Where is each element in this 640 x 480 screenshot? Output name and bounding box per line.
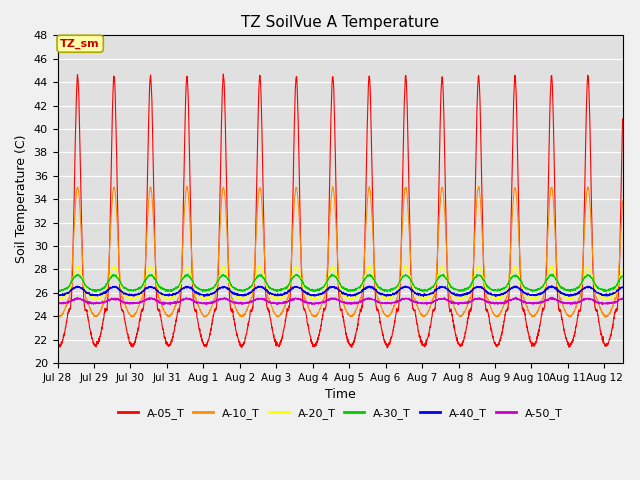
A-05_T	[54, 340, 61, 346]
Line: A-30_T: A-30_T	[58, 274, 623, 292]
A-40_T	[270, 291, 278, 297]
A-05_T	[383, 345, 391, 351]
A-40_T	[547, 283, 555, 289]
A-20_T	[619, 265, 627, 271]
A-50_T	[295, 296, 303, 302]
A-20_T	[74, 263, 81, 269]
A-10_T	[54, 313, 61, 319]
A-10_T	[619, 198, 627, 204]
A-20_T	[152, 278, 160, 284]
A-10_T	[183, 183, 191, 189]
A-50_T	[619, 296, 627, 301]
A-30_T	[328, 271, 336, 277]
A-30_T	[619, 274, 627, 279]
A-05_T	[547, 76, 555, 82]
A-10_T	[271, 310, 278, 315]
A-50_T	[608, 300, 616, 306]
A-50_T	[513, 294, 520, 300]
A-30_T	[118, 282, 126, 288]
A-40_T	[54, 292, 61, 298]
A-50_T	[273, 302, 281, 308]
A-20_T	[608, 293, 616, 299]
A-10_T	[152, 258, 159, 264]
A-05_T	[220, 71, 227, 77]
A-10_T	[547, 186, 555, 192]
A-20_T	[54, 296, 61, 302]
A-10_T	[295, 210, 303, 216]
A-50_T	[152, 297, 159, 303]
A-20_T	[90, 297, 98, 302]
Y-axis label: Soil Temperature (C): Soil Temperature (C)	[15, 135, 28, 264]
Text: TZ_sm: TZ_sm	[60, 38, 100, 49]
A-05_T	[295, 152, 303, 158]
Title: TZ SoilVue A Temperature: TZ SoilVue A Temperature	[241, 15, 439, 30]
A-50_T	[547, 295, 555, 300]
A-50_T	[118, 298, 126, 304]
A-10_T	[608, 306, 616, 312]
A-20_T	[118, 288, 126, 294]
A-30_T	[608, 286, 616, 291]
A-40_T	[152, 286, 159, 292]
A-30_T	[295, 274, 303, 279]
A-30_T	[271, 288, 278, 293]
Line: A-20_T: A-20_T	[58, 266, 623, 300]
Line: A-40_T: A-40_T	[58, 286, 623, 297]
A-30_T	[199, 289, 207, 295]
A-40_T	[547, 284, 555, 289]
A-40_T	[295, 285, 303, 290]
A-40_T	[619, 285, 627, 290]
A-30_T	[54, 287, 61, 293]
Line: A-50_T: A-50_T	[58, 297, 623, 305]
A-40_T	[118, 289, 126, 295]
Line: A-05_T: A-05_T	[58, 74, 623, 348]
A-40_T	[420, 294, 428, 300]
A-10_T	[118, 294, 126, 300]
A-30_T	[547, 272, 555, 278]
A-30_T	[152, 276, 159, 282]
X-axis label: Time: Time	[324, 388, 355, 401]
A-10_T	[602, 314, 609, 320]
Legend: A-05_T, A-10_T, A-20_T, A-30_T, A-40_T, A-50_T: A-05_T, A-10_T, A-20_T, A-30_T, A-40_T, …	[113, 403, 567, 423]
A-05_T	[152, 267, 159, 273]
A-05_T	[619, 116, 627, 122]
A-05_T	[271, 338, 278, 344]
A-20_T	[547, 264, 555, 269]
Line: A-10_T: A-10_T	[58, 186, 623, 317]
A-20_T	[295, 267, 303, 273]
A-05_T	[608, 326, 616, 332]
A-50_T	[54, 300, 61, 306]
A-20_T	[271, 295, 278, 301]
A-40_T	[608, 291, 616, 297]
A-05_T	[118, 307, 126, 312]
A-50_T	[270, 300, 278, 306]
